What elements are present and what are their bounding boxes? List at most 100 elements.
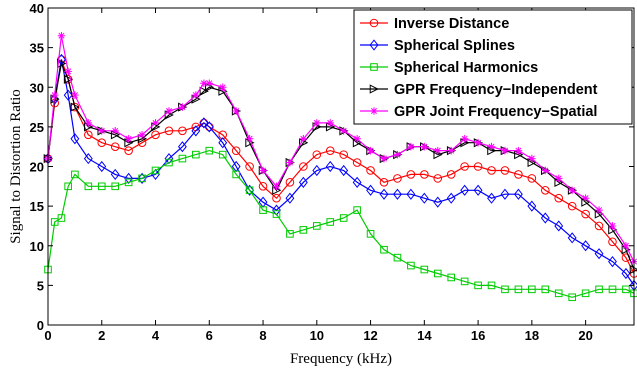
series-0-point bbox=[608, 237, 617, 247]
series-0-point bbox=[272, 193, 281, 203]
series-4-point bbox=[124, 134, 133, 143]
series-2-point bbox=[151, 166, 160, 175]
series-2-point bbox=[97, 182, 106, 191]
series-4 bbox=[44, 31, 637, 266]
series-4-point bbox=[111, 127, 120, 135]
series-0-point bbox=[554, 193, 564, 203]
series-4-point bbox=[608, 222, 617, 230]
series-3-point bbox=[63, 74, 74, 84]
series-2-point bbox=[608, 285, 617, 294]
series-2-point bbox=[57, 214, 66, 222]
series-4-point bbox=[192, 91, 200, 99]
series-0-point bbox=[245, 162, 254, 171]
y-tick-label: 0 bbox=[37, 318, 44, 333]
series-2-point bbox=[366, 230, 375, 238]
y-tick-label: 5 bbox=[37, 278, 44, 293]
series-4-point bbox=[50, 91, 59, 99]
x-tick-label: 0 bbox=[44, 328, 51, 343]
x-tick-label: 10 bbox=[310, 328, 324, 343]
series-1-point bbox=[312, 164, 322, 177]
series-2-point bbox=[205, 146, 214, 155]
series-2-point bbox=[460, 277, 469, 286]
series-0-point bbox=[500, 166, 510, 175]
series-4-point bbox=[568, 186, 576, 195]
series-1-point bbox=[191, 125, 201, 137]
legend-label: Spherical Harmonics bbox=[394, 60, 538, 76]
series-1-point bbox=[151, 168, 160, 181]
series-2-point bbox=[111, 182, 120, 191]
series-0-point bbox=[151, 130, 160, 140]
series-1-point bbox=[594, 248, 604, 260]
series-4-point bbox=[313, 119, 321, 127]
series-4-point bbox=[326, 119, 335, 127]
series-1-point bbox=[473, 184, 483, 196]
series-2-point bbox=[595, 285, 603, 294]
series-4-point bbox=[299, 134, 308, 143]
series-2-point bbox=[245, 186, 254, 195]
series-1-point bbox=[63, 89, 73, 101]
series-2-point bbox=[64, 182, 72, 191]
series-1-point bbox=[110, 168, 120, 181]
series-1-point bbox=[419, 192, 429, 204]
series-0-point bbox=[110, 142, 120, 151]
series-1-point bbox=[393, 188, 402, 200]
series-0-point bbox=[594, 221, 604, 231]
series-0-point bbox=[433, 174, 443, 183]
series-4-point bbox=[595, 206, 603, 214]
series-0-point bbox=[231, 146, 241, 155]
series-2-point bbox=[50, 218, 59, 226]
y-tick-label: 10 bbox=[30, 239, 44, 254]
series-4-point bbox=[487, 142, 496, 151]
series-1-point bbox=[513, 188, 523, 200]
legend-label: Inverse Distance bbox=[394, 16, 509, 32]
series-1-point bbox=[164, 152, 174, 165]
series-1-point bbox=[325, 160, 335, 173]
series-2-point bbox=[339, 214, 348, 222]
series-3-point bbox=[199, 86, 209, 96]
series-2 bbox=[44, 146, 637, 302]
legend-item-1: Spherical Splines bbox=[360, 38, 515, 54]
series-2-point bbox=[178, 154, 187, 163]
series-2-point bbox=[299, 226, 308, 234]
series-2-point bbox=[622, 285, 630, 294]
series-4-point bbox=[581, 194, 590, 202]
series-1-point bbox=[621, 267, 631, 280]
series-1-point bbox=[540, 212, 550, 224]
series-4-point bbox=[501, 146, 509, 155]
x-tick-label: 6 bbox=[206, 328, 213, 343]
series-0-point bbox=[460, 162, 469, 171]
series-1-point bbox=[245, 184, 255, 196]
series-2-point bbox=[393, 253, 402, 262]
series-4-point bbox=[232, 107, 240, 115]
series-2-point bbox=[568, 293, 576, 302]
axes-layer: 0 2 4 6 8 10 12 14 16 18 20 0 5 10 15 20 25 30 35 40 bbox=[30, 1, 635, 343]
y-tick-label: 40 bbox=[30, 1, 44, 16]
series-2-point bbox=[528, 285, 536, 294]
series-0-point bbox=[581, 209, 590, 219]
series-0-point bbox=[178, 126, 187, 136]
series-2-point bbox=[165, 158, 173, 167]
x-tick-label: 4 bbox=[152, 328, 160, 343]
x-tick-label: 18 bbox=[525, 328, 539, 343]
series-1-point bbox=[567, 232, 577, 244]
series-2-point bbox=[259, 206, 267, 214]
legend-marker bbox=[369, 18, 379, 28]
legend: Inverse Distance Spherical Splines Spheric… bbox=[353, 9, 633, 125]
series-4-point bbox=[200, 79, 208, 88]
series-1-point bbox=[554, 220, 564, 232]
series-1-point bbox=[70, 133, 80, 145]
series-1-point bbox=[285, 192, 295, 204]
series-4-point bbox=[57, 31, 66, 40]
series-4-point bbox=[420, 142, 429, 151]
series-4-point bbox=[218, 83, 227, 92]
series-1-point bbox=[527, 200, 537, 212]
series-1-point bbox=[218, 137, 228, 149]
series-2-point bbox=[447, 273, 456, 282]
series-1-point bbox=[487, 192, 496, 204]
series-1-point bbox=[608, 255, 617, 268]
series-2-point bbox=[554, 289, 563, 298]
series-4-point bbox=[554, 174, 563, 183]
series-0-point bbox=[325, 146, 335, 155]
series-3-point bbox=[70, 102, 80, 112]
